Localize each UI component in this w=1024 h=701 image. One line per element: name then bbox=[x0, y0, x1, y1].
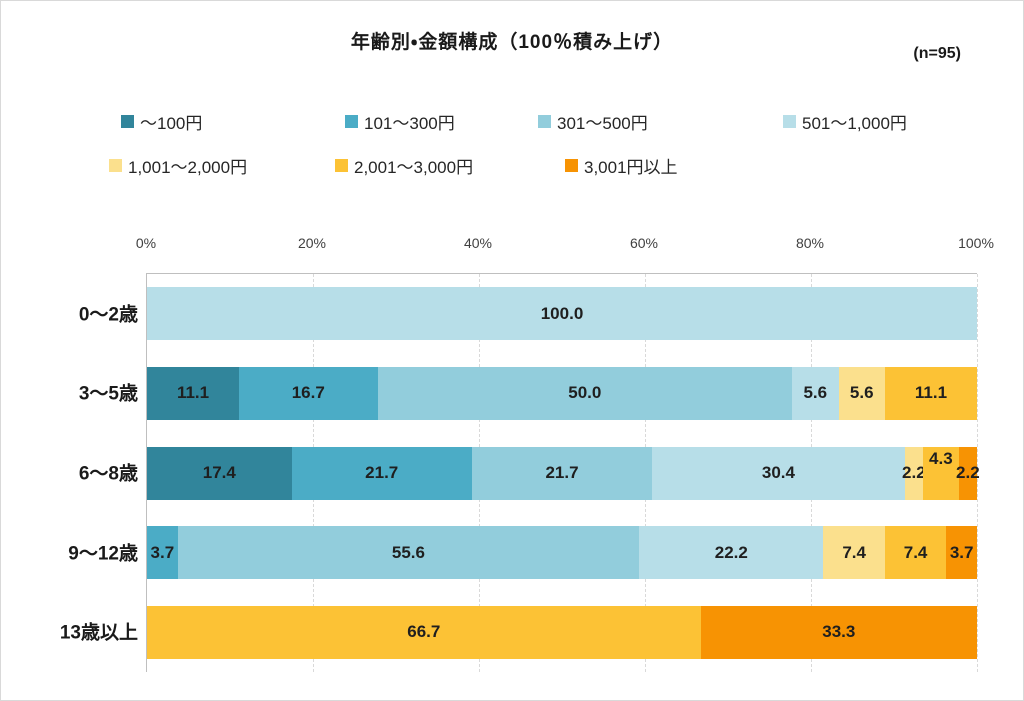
bar-segment bbox=[652, 446, 905, 500]
legend-swatch-icon bbox=[121, 115, 134, 128]
sample-size-label: (n=95) bbox=[913, 45, 961, 62]
legend-label: ～100円 bbox=[140, 114, 203, 133]
bar-value-label: 100.0 bbox=[540, 303, 584, 323]
bar-value-label: 2.2 bbox=[956, 463, 980, 482]
bar-segment bbox=[823, 526, 885, 580]
bar-segment bbox=[946, 526, 977, 580]
bar-value-label: 22.2 bbox=[714, 542, 748, 562]
bar-value-label: 11.1 bbox=[914, 383, 948, 403]
bar-segment bbox=[291, 446, 472, 500]
legend-item: ～100円 bbox=[121, 109, 202, 134]
bar-segment bbox=[838, 366, 885, 420]
bar-segment bbox=[700, 605, 977, 659]
bar-value-label: 21.7 bbox=[545, 463, 579, 482]
bar-value-label: 16.7 bbox=[291, 383, 325, 403]
legend-swatch-icon bbox=[335, 159, 348, 172]
bar-segment bbox=[904, 446, 923, 500]
bar-value-label: 21.7 bbox=[365, 463, 399, 482]
bar-row: 17.4 21.7 21.7 30.4 2.2 4.3 2.2 bbox=[147, 446, 980, 500]
bar-value-label: 4.3 bbox=[929, 449, 953, 468]
x-tick-label: 40% bbox=[463, 235, 493, 251]
legend-item: 3,001円以上 bbox=[565, 153, 678, 178]
bar-row: 100.0 bbox=[147, 287, 977, 341]
legend-item: 1,001～2,000円 bbox=[109, 153, 247, 178]
bar-segment bbox=[639, 526, 824, 580]
x-axis: 0% 20% 40% 60% 80% 100% bbox=[136, 235, 994, 259]
category-label: 3～5歳 bbox=[78, 383, 138, 405]
chart-title: 年齢別・金額構成（100％積み上げ） bbox=[350, 32, 674, 53]
x-tick-label: 0% bbox=[135, 235, 157, 251]
legend-label: 1,001～2,000円 bbox=[128, 158, 248, 177]
bar-segment bbox=[147, 366, 240, 420]
bar-row: 11.1 16.7 50.0 5.6 5.6 11.1 bbox=[147, 366, 977, 420]
legend-label: 3,001円以上 bbox=[584, 158, 678, 177]
legend-row-1: ～100円 101～300円 301～500円 501～1,000円 bbox=[1, 109, 1023, 135]
legend-swatch-icon bbox=[783, 115, 796, 128]
bar-value-label: 66.7 bbox=[407, 622, 441, 642]
legend-label: 501～1,000円 bbox=[802, 114, 907, 133]
category-label: 6～8歳 bbox=[78, 463, 138, 485]
category-label: 0～2歳 bbox=[78, 304, 138, 326]
bar-value-label: 30.4 bbox=[761, 463, 795, 482]
legend-item: 2,001～3,000円 bbox=[335, 153, 473, 178]
bar-value-label: 3.7 bbox=[150, 542, 175, 562]
bar-value-label: 5.6 bbox=[803, 383, 828, 403]
bar-segment bbox=[792, 366, 839, 420]
bar-segment bbox=[377, 366, 793, 420]
legend-item: 501～1,000円 bbox=[783, 109, 907, 134]
legend-item: 301～500円 bbox=[538, 109, 648, 134]
legend-label: 301～500円 bbox=[557, 114, 648, 133]
legend-item: 101～300円 bbox=[345, 109, 455, 134]
bar-value-label: 55.6 bbox=[391, 542, 425, 562]
x-tick-label: 20% bbox=[297, 235, 327, 251]
bar-value-label: 5.6 bbox=[849, 383, 874, 403]
bar-value-label: 2.2 bbox=[902, 463, 926, 482]
bar-value-label: 7.4 bbox=[842, 542, 866, 562]
legend-label: 2,001～3,000円 bbox=[354, 158, 474, 177]
bar-segment bbox=[471, 446, 653, 500]
gridline bbox=[977, 274, 978, 672]
bar-value-label: 11.1 bbox=[176, 383, 210, 403]
bar-segment bbox=[239, 366, 378, 420]
bar-segment bbox=[922, 446, 959, 500]
legend-swatch-icon bbox=[538, 115, 551, 128]
bar-row: 3.7 55.6 22.2 7.4 7.4 3.7 bbox=[147, 526, 977, 580]
plot-area: 100.0 11.1 16.7 50.0 5.6 5.6 11.1 17.4 21.7 21.7 3… bbox=[146, 273, 980, 672]
legend-swatch-icon bbox=[565, 159, 578, 172]
bar-segment bbox=[147, 605, 701, 659]
bar-segment bbox=[147, 287, 977, 341]
category-label: 9～12歳 bbox=[68, 543, 138, 565]
bar-segment bbox=[147, 446, 292, 500]
bar-segment bbox=[884, 526, 947, 580]
legend-swatch-icon bbox=[345, 115, 358, 128]
legend-label: 101～300円 bbox=[364, 114, 455, 133]
y-axis-labels: 0～2歳 3～5歳 6～8歳 9～12歳 13歳以上 bbox=[1, 273, 140, 671]
bar-value-label: 7.4 bbox=[903, 542, 928, 562]
bar-value-label: 17.4 bbox=[202, 463, 236, 482]
bar-segment bbox=[147, 526, 178, 580]
bar-row: 66.7 33.3 bbox=[147, 605, 977, 659]
bar-segment bbox=[884, 366, 977, 420]
legend-swatch-icon bbox=[109, 159, 122, 172]
x-tick-label: 60% bbox=[629, 235, 659, 251]
bar-value-label: 50.0 bbox=[568, 383, 602, 403]
legend-row-2: 1,001～2,000円 2,001～3,000円 3,001円以上 bbox=[1, 153, 1023, 179]
x-tick-label: 80% bbox=[795, 235, 825, 251]
bar-segment bbox=[958, 446, 977, 500]
x-tick-label: 100% bbox=[958, 235, 994, 251]
bar-value-label: 3.7 bbox=[949, 542, 974, 562]
bar-segment bbox=[177, 526, 640, 580]
category-label: 13歳以上 bbox=[59, 622, 138, 644]
bar-value-label: 33.3 bbox=[822, 622, 856, 642]
